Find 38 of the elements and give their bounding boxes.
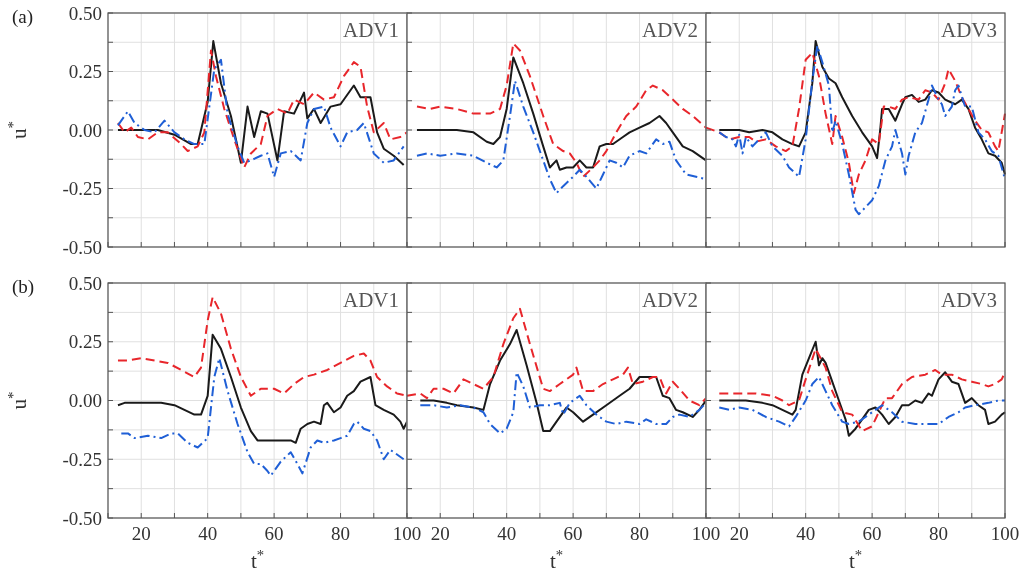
x-tick-label: 60 bbox=[264, 523, 284, 544]
annotation: ADV3 bbox=[941, 288, 997, 312]
y-tick-label: -0.25 bbox=[62, 178, 102, 200]
annotation: ADV2 bbox=[642, 18, 698, 42]
annotation: ADV3 bbox=[941, 18, 997, 42]
line-series bbox=[120, 357, 405, 477]
x-tick-label: 40 bbox=[497, 523, 517, 544]
x-tick-label: 80 bbox=[331, 523, 351, 544]
line-series bbox=[116, 333, 408, 444]
y-tick-label: 0.25 bbox=[68, 61, 102, 83]
x-tick-label: 40 bbox=[198, 523, 218, 544]
y-tick-label: -0.50 bbox=[62, 507, 102, 529]
x-tick-label: 60 bbox=[862, 523, 882, 544]
x-axis-title: t$^{*}$ bbox=[848, 547, 863, 573]
x-tick-label: 60 bbox=[563, 523, 583, 544]
y-tick-label: -0.25 bbox=[62, 448, 102, 470]
x-tick-label: 100 bbox=[392, 523, 422, 544]
x-tick-label: 40 bbox=[796, 523, 816, 544]
y-tick-label: 0.50 bbox=[68, 2, 102, 24]
y-tick-label: 0.50 bbox=[68, 272, 102, 294]
x-tick-label: 20 bbox=[131, 523, 151, 544]
y-tick-label: 0.25 bbox=[68, 331, 102, 353]
x-tick-label: 20 bbox=[729, 523, 749, 544]
y-tick-label: 0.00 bbox=[68, 119, 102, 141]
x-tick-label: 100 bbox=[990, 523, 1020, 544]
x-tick-label: 80 bbox=[630, 523, 650, 544]
annotation: ADV1 bbox=[343, 288, 399, 312]
annotation: ADV1 bbox=[343, 18, 399, 42]
text: (b) bbox=[12, 276, 35, 298]
x-axis-title: t$^{*}$ bbox=[250, 547, 265, 573]
y-tick-label: 0.00 bbox=[68, 390, 102, 412]
annotation: ADV2 bbox=[642, 288, 698, 312]
x-tick-label: 100 bbox=[691, 523, 721, 544]
x-axis-title: t$^{*}$ bbox=[549, 547, 564, 573]
x-tick-label: 80 bbox=[929, 523, 949, 544]
x-tick-label: 20 bbox=[430, 523, 450, 544]
y-tick-label: -0.50 bbox=[62, 236, 102, 258]
text: (a) bbox=[12, 6, 34, 28]
